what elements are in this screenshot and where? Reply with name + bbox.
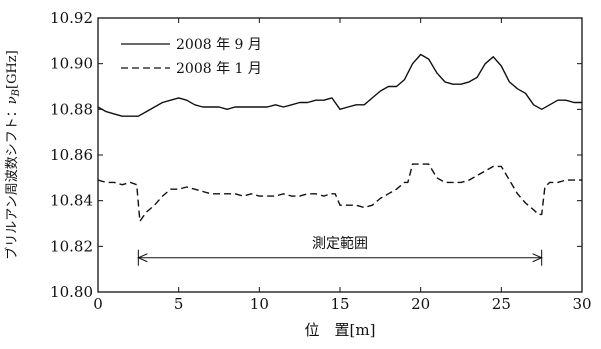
x-tick-label: 30 [572, 295, 591, 313]
series-line-sep-2008 [97, 53, 582, 117]
y-tick-label: 10.84 [50, 192, 93, 210]
series-line-jan-2008 [97, 163, 582, 222]
x-tick-label: 10 [250, 295, 269, 313]
measurement-range-left-arrowhead [137, 253, 148, 263]
plot-frame [97, 17, 583, 293]
y-tick-label: 10.82 [50, 237, 93, 255]
y-tick-label: 10.80 [50, 283, 93, 301]
y-tick-label: 10.88 [50, 100, 93, 118]
x-tick-label: 25 [492, 295, 511, 313]
legend: 2008 年 9 月 2008 年 1 月 [121, 37, 262, 77]
x-tick-label: 5 [174, 295, 184, 313]
legend-label-sep-2008: 2008 年 9 月 [176, 37, 262, 53]
measurement-range-right-arrowhead [532, 253, 543, 263]
y-tick-label: 10.92 [50, 9, 93, 27]
y-tick-label: 10.86 [50, 146, 93, 164]
x-tick-label: 0 [93, 295, 103, 313]
y-axis-label: ブリルアン周波数シフト：νB[GHz] [4, 50, 22, 259]
y-axis-label-unit: [GHz] [5, 50, 20, 89]
y-axis-label-subscript: B [11, 89, 22, 97]
x-tick-label: 20 [411, 295, 430, 313]
y-axis-label-symbol: ν [5, 96, 20, 104]
legend-label-jan-2008: 2008 年 1 月 [176, 61, 262, 77]
y-axis-label-text: ブリルアン周波数シフト：νB[GHz] [4, 50, 22, 259]
measurement-range-label: 測定範囲 [312, 235, 368, 252]
measurement-range-annotation: 測定範囲 [137, 235, 543, 266]
y-axis-label-main: ブリルアン周波数シフト： [4, 104, 20, 259]
x-axis-label: 位 置[m] [305, 321, 376, 339]
series-layer [97, 53, 582, 222]
y-tick-label: 10.90 [50, 55, 93, 73]
x-tick-label: 15 [330, 295, 349, 313]
tick-layer: 0 5 10 15 20 25 30 10.80 10.82 10.84 10.86 10.88 10.… [50, 9, 592, 313]
